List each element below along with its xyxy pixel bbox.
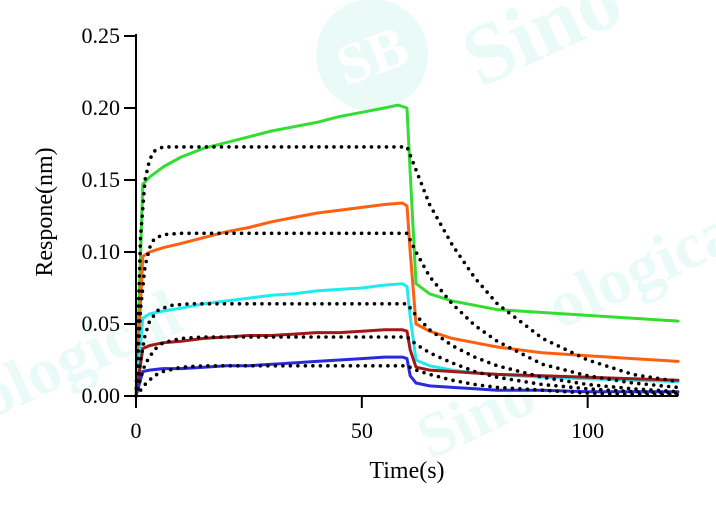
y-tick-label: 0.10 (82, 239, 121, 264)
response-curve-2 (134, 201, 680, 398)
fit-curve-4 (134, 335, 680, 398)
watermark-brand-text: Sino (447, 0, 635, 105)
response-curve-4 (134, 328, 680, 398)
axes: 0.00 0.05 0.10 0.15 0.20 0.25 0 50 100 (82, 23, 678, 443)
fit-curve-3 (134, 301, 680, 398)
x-tick-label: 100 (571, 418, 604, 443)
watermark-badge-circle (316, 0, 428, 111)
y-tick-label: 0.15 (82, 167, 121, 192)
series-group (134, 103, 680, 398)
fit-curve-2 (134, 231, 680, 398)
y-tick-label: 0.00 (82, 383, 121, 408)
y-tick-label: 0.20 (82, 95, 121, 120)
x-tick-label: 0 (131, 418, 142, 443)
fit-curve-5 (134, 363, 680, 398)
x-axis-title: Time(s) (369, 458, 444, 484)
response-curve-1 (134, 103, 680, 398)
y-tick-label: 0.05 (82, 311, 121, 336)
y-axis-title: Respone(nm) (32, 147, 58, 276)
watermark-side-text-left: ological (0, 276, 192, 434)
y-tick-label: 0.25 (82, 23, 121, 48)
watermark-side-text-right: ological (535, 186, 716, 344)
x-tick-label: 50 (351, 418, 373, 443)
